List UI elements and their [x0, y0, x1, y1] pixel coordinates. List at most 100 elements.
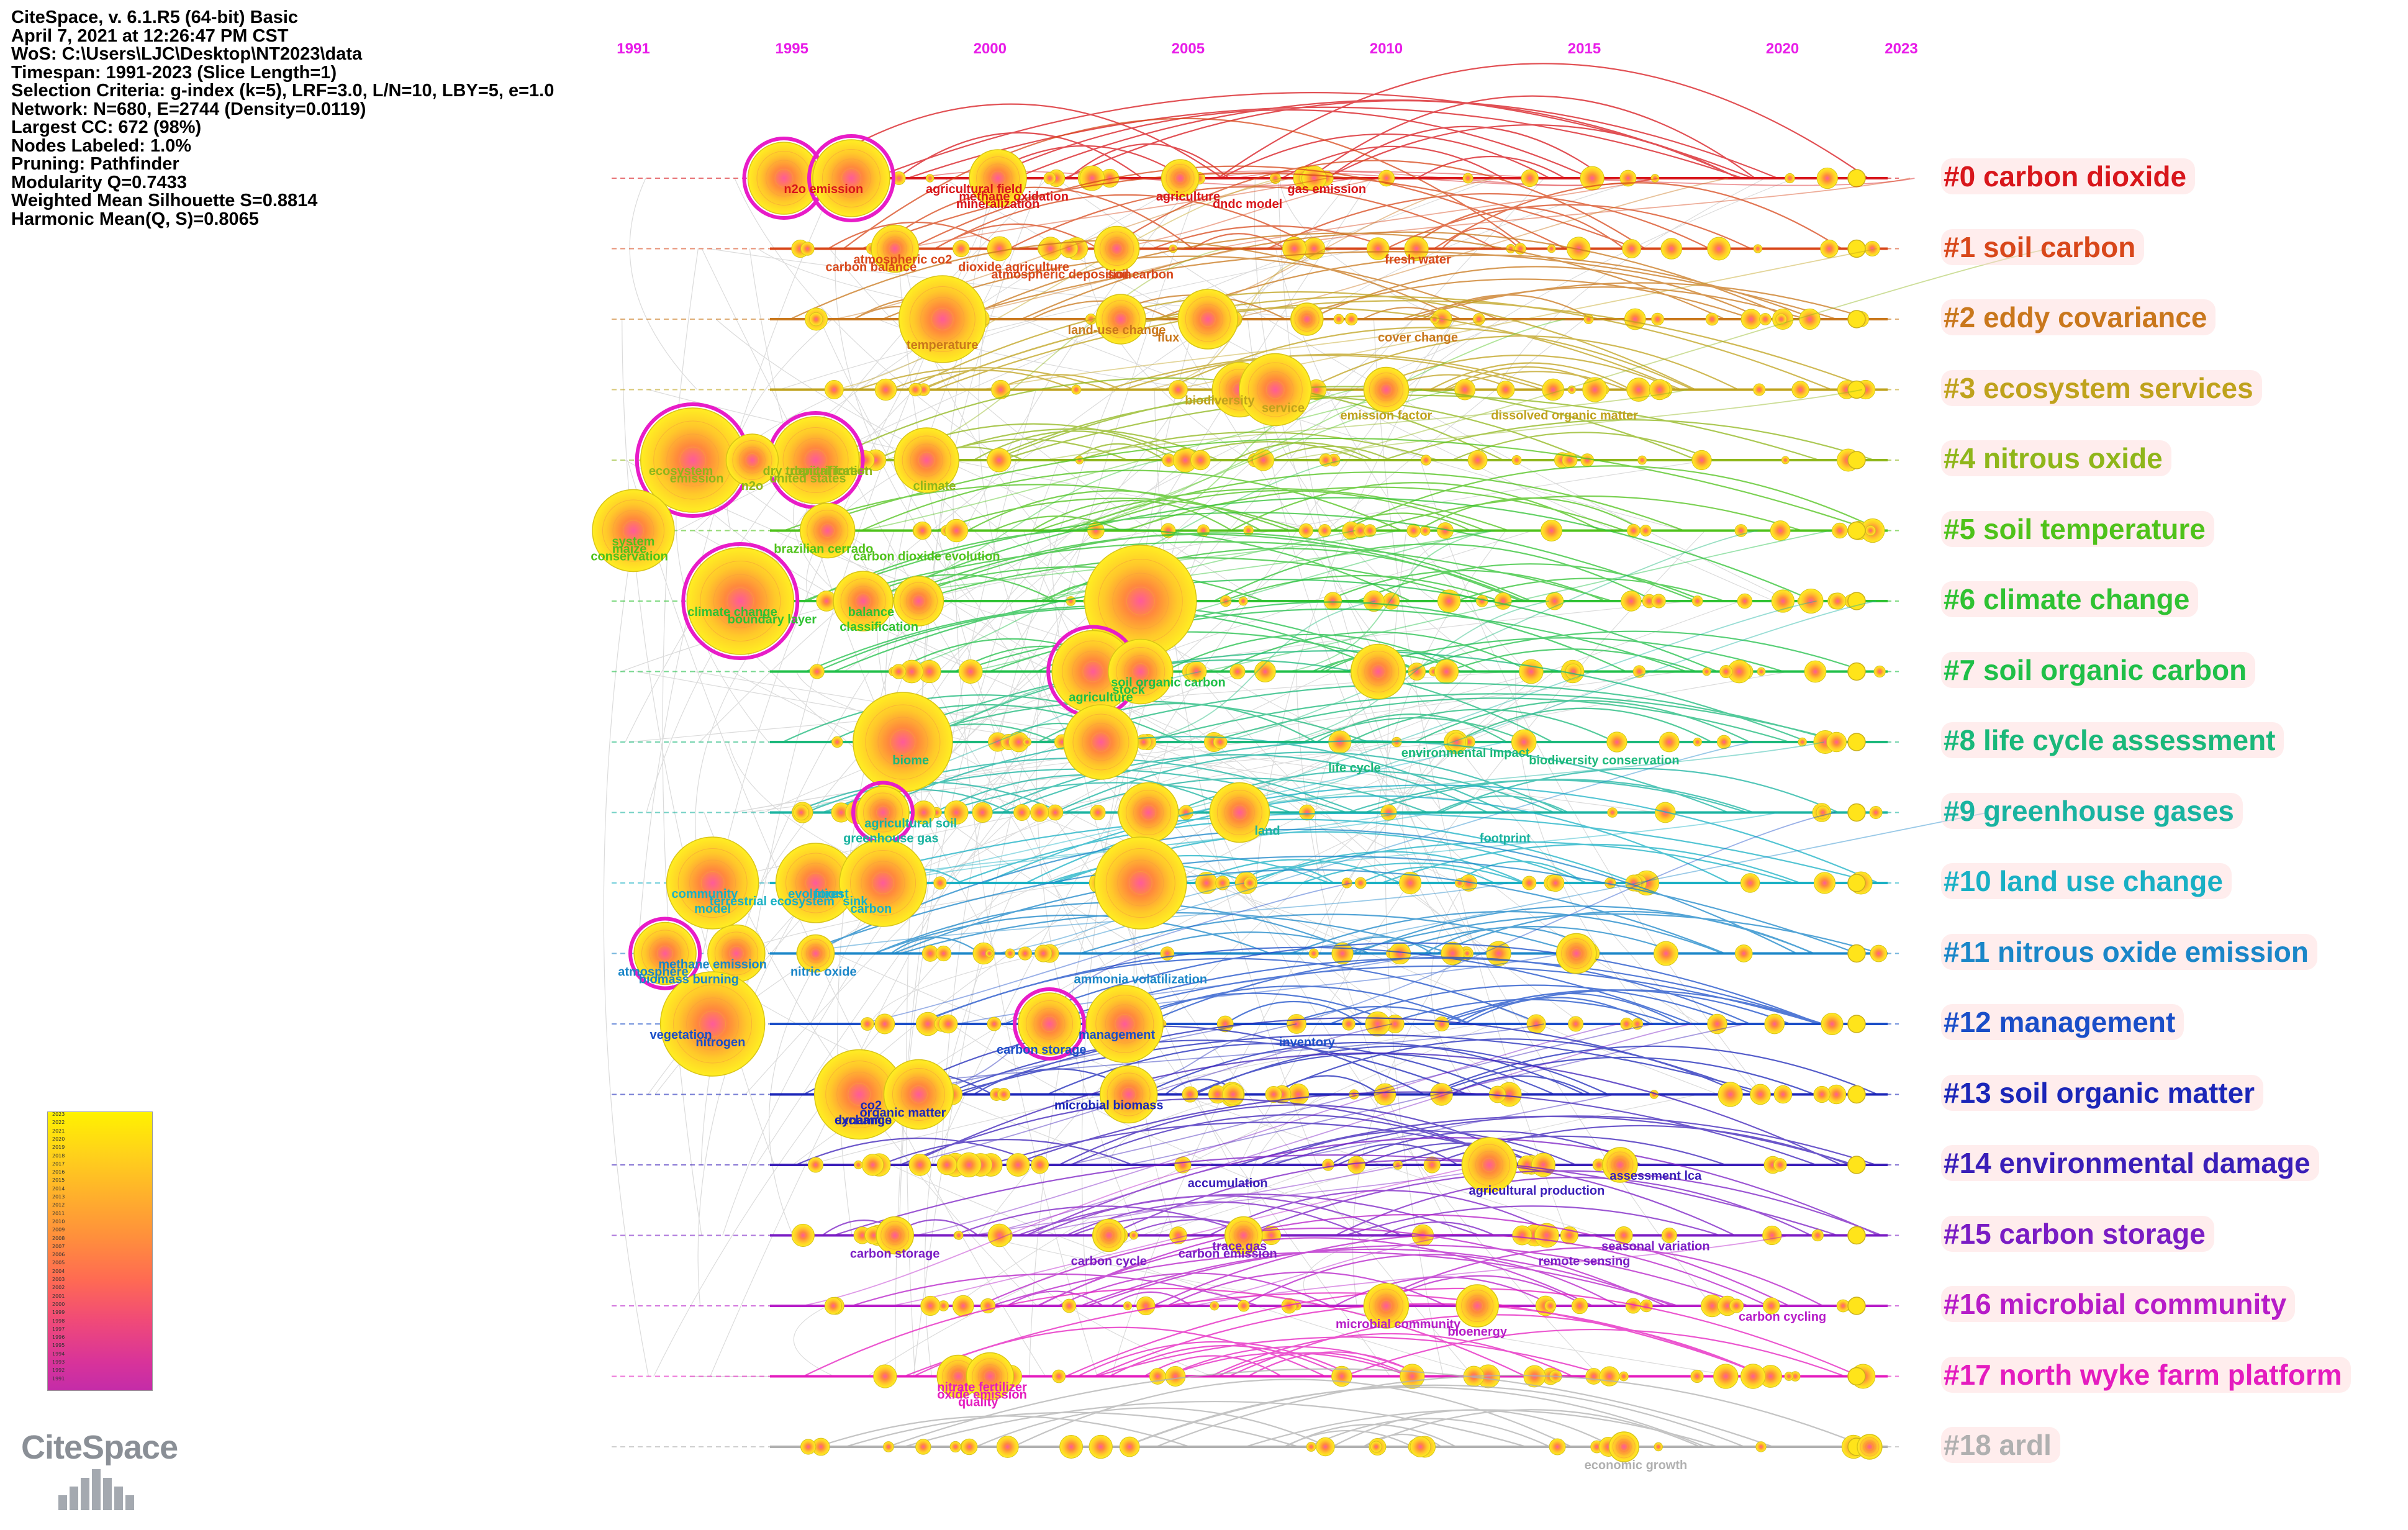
keyword-node[interactable] — [1461, 1137, 1518, 1193]
keyword-node[interactable] — [1043, 172, 1056, 184]
keyword-node[interactable] — [1129, 1231, 1138, 1240]
keyword-node[interactable] — [1363, 1283, 1410, 1329]
cluster-label[interactable]: #14 environmental damage — [1941, 1145, 2319, 1181]
keyword-node[interactable] — [1632, 665, 1646, 678]
keyword-node[interactable] — [1753, 383, 1766, 396]
keyword-node[interactable] — [1341, 877, 1352, 889]
keyword-node[interactable] — [1316, 1437, 1335, 1457]
keyword-node[interactable] — [876, 1216, 914, 1255]
keyword-node[interactable] — [1829, 592, 1847, 610]
keyword-node[interactable] — [987, 1016, 1002, 1031]
keyword-node[interactable] — [1345, 312, 1358, 326]
keyword-node[interactable] — [961, 1438, 978, 1455]
keyword-node[interactable] — [1512, 1225, 1532, 1246]
keyword-node[interactable] — [1092, 1218, 1126, 1252]
keyword-node[interactable] — [839, 839, 927, 927]
keyword-node[interactable] — [1870, 944, 1888, 962]
keyword-node[interactable] — [1380, 804, 1397, 821]
keyword-node[interactable] — [1622, 239, 1642, 258]
cluster-label[interactable]: #1 soil carbon — [1941, 229, 2145, 265]
keyword-node[interactable] — [1393, 1160, 1403, 1170]
keyword-node[interactable] — [1005, 948, 1015, 959]
keyword-node[interactable] — [1770, 520, 1791, 541]
keyword-node[interactable] — [1220, 595, 1232, 607]
keyword-node[interactable] — [1174, 1156, 1192, 1174]
keyword-node[interactable] — [1847, 451, 1866, 469]
keyword-node[interactable] — [831, 736, 843, 748]
keyword-node[interactable] — [1606, 731, 1627, 753]
keyword-node[interactable] — [1580, 453, 1595, 467]
keyword-node[interactable] — [809, 312, 823, 327]
keyword-node[interactable] — [1521, 169, 1539, 188]
keyword-node[interactable] — [1621, 591, 1642, 612]
keyword-node[interactable] — [915, 1439, 931, 1455]
keyword-node[interactable] — [944, 800, 969, 825]
keyword-node[interactable] — [1659, 731, 1680, 753]
keyword-node[interactable] — [1654, 941, 1678, 966]
keyword-node[interactable] — [1434, 659, 1459, 684]
keyword-node[interactable] — [1585, 1368, 1602, 1385]
keyword-node[interactable] — [958, 659, 983, 684]
keyword-node[interactable] — [1265, 1085, 1282, 1103]
keyword-node[interactable] — [1423, 1156, 1441, 1174]
cluster-label[interactable]: #6 climate change — [1941, 581, 2199, 617]
keyword-node[interactable] — [1582, 377, 1608, 402]
keyword-node[interactable] — [908, 1154, 931, 1176]
keyword-node[interactable] — [1496, 380, 1515, 399]
cluster-label[interactable]: #11 nitrous oxide emission — [1941, 933, 2317, 970]
keyword-node[interactable] — [1169, 244, 1177, 253]
keyword-node[interactable] — [913, 521, 932, 540]
keyword-node[interactable] — [725, 433, 779, 487]
keyword-node[interactable] — [1734, 944, 1753, 962]
keyword-node[interactable] — [1568, 1016, 1584, 1032]
keyword-node[interactable] — [1847, 874, 1866, 892]
keyword-node[interactable] — [659, 971, 766, 1077]
keyword-node[interactable] — [666, 836, 759, 930]
keyword-node[interactable] — [1420, 455, 1432, 466]
keyword-node[interactable] — [1847, 944, 1866, 963]
keyword-node[interactable] — [1215, 876, 1230, 890]
keyword-node[interactable] — [1654, 1442, 1663, 1452]
cluster-label[interactable]: #3 ecosystem services — [1941, 369, 2262, 406]
keyword-node[interactable] — [1762, 1297, 1780, 1315]
keyword-node[interactable] — [1847, 521, 1866, 540]
keyword-node[interactable] — [1455, 1284, 1499, 1328]
keyword-node[interactable] — [1238, 1300, 1250, 1312]
keyword-node[interactable] — [1062, 1298, 1077, 1313]
keyword-node[interactable] — [1719, 664, 1733, 679]
keyword-node[interactable] — [987, 236, 1012, 261]
keyword-node[interactable] — [1038, 237, 1062, 261]
keyword-node[interactable] — [953, 240, 970, 258]
keyword-node[interactable] — [1602, 1147, 1638, 1183]
keyword-node[interactable] — [1063, 704, 1139, 780]
keyword-node[interactable] — [860, 1017, 874, 1031]
keyword-node[interactable] — [1627, 523, 1641, 538]
keyword-node[interactable] — [796, 934, 835, 973]
cluster-label[interactable]: #4 nitrous oxide — [1941, 440, 2171, 476]
keyword-node[interactable] — [936, 1154, 957, 1175]
keyword-node[interactable] — [1406, 523, 1421, 538]
keyword-node[interactable] — [1865, 525, 1876, 536]
keyword-node[interactable] — [1549, 1438, 1566, 1455]
keyword-node[interactable] — [1651, 594, 1666, 609]
keyword-node[interactable] — [1607, 807, 1618, 818]
keyword-node[interactable] — [1318, 524, 1331, 537]
cluster-label[interactable]: #10 land use change — [1941, 863, 2232, 899]
keyword-node[interactable] — [1541, 520, 1563, 541]
keyword-node[interactable] — [1238, 596, 1248, 606]
keyword-node[interactable] — [1811, 1229, 1824, 1242]
keyword-node[interactable] — [966, 1352, 1015, 1401]
keyword-node[interactable] — [1511, 455, 1522, 466]
keyword-node[interactable] — [1847, 310, 1866, 328]
keyword-node[interactable] — [1873, 665, 1886, 678]
keyword-node[interactable] — [1023, 738, 1032, 746]
keyword-node[interactable] — [1544, 1300, 1557, 1312]
keyword-node[interactable] — [800, 242, 815, 256]
keyword-node[interactable] — [1094, 836, 1187, 930]
keyword-node[interactable] — [969, 149, 1027, 207]
keyword-node[interactable] — [1366, 237, 1390, 260]
keyword-node[interactable] — [1705, 312, 1719, 326]
keyword-node[interactable] — [799, 502, 856, 559]
keyword-node[interactable] — [1298, 523, 1313, 538]
keyword-node[interactable] — [824, 380, 844, 399]
